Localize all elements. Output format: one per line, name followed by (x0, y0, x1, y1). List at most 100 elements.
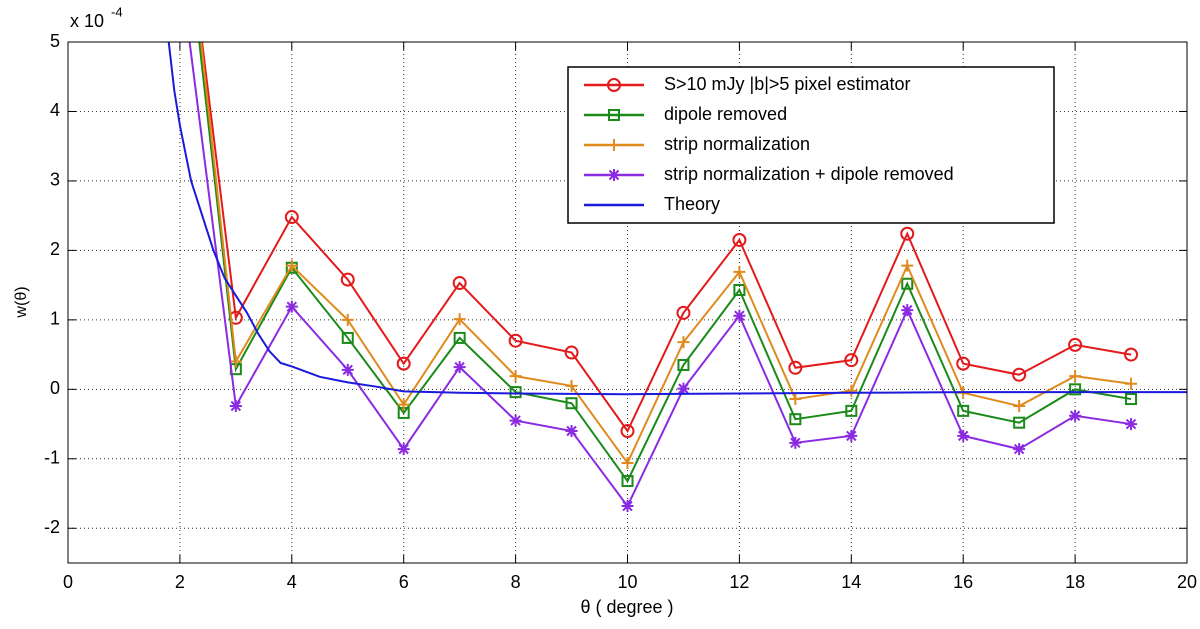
marker (396, 356, 411, 371)
x-tick-label: 0 (63, 572, 73, 592)
marker (677, 382, 690, 395)
marker (453, 361, 466, 374)
marker (229, 355, 242, 368)
y-tick-label: 0 (50, 378, 60, 398)
x-tick-label: 14 (841, 572, 861, 592)
marker (1013, 443, 1026, 456)
marker (453, 331, 466, 344)
marker (732, 232, 747, 247)
marker (341, 331, 354, 344)
y-axis-label: w(θ) (13, 286, 30, 318)
scale-label: x 10 (70, 11, 104, 31)
x-tick-label: 2 (175, 572, 185, 592)
marker (341, 313, 354, 326)
marker (901, 259, 914, 272)
marker (789, 413, 802, 426)
legend-box (567, 66, 1055, 224)
marker (677, 336, 690, 349)
y-tick-label: 2 (50, 239, 60, 259)
marker (1125, 377, 1138, 390)
marker (607, 78, 621, 92)
marker (789, 436, 802, 449)
x-tick-label: 16 (953, 572, 973, 592)
marker (284, 210, 299, 225)
marker (901, 277, 914, 290)
marker (677, 359, 690, 372)
marker (1068, 337, 1083, 352)
marker (1124, 347, 1139, 362)
marker (789, 393, 802, 406)
series-line (167, 42, 1187, 396)
legend-label: Theory (664, 194, 720, 214)
y-tick-label: -2 (44, 517, 60, 537)
marker (341, 363, 354, 376)
legend-label: S>10 mJy |b|>5 pixel estimator (664, 74, 910, 94)
marker (845, 429, 858, 442)
marker (340, 272, 355, 287)
x-tick-label: 6 (399, 572, 409, 592)
series-line (200, 42, 1132, 465)
series-line (188, 42, 1132, 508)
marker (509, 414, 522, 427)
marker (1013, 416, 1026, 429)
scale-exponent: -4 (111, 4, 123, 19)
marker (1069, 383, 1082, 396)
marker (620, 424, 635, 439)
marker (565, 425, 578, 438)
marker (844, 353, 859, 368)
y-tick-label: 3 (50, 170, 60, 190)
marker (285, 300, 298, 313)
x-tick-label: 10 (617, 572, 637, 592)
x-tick-label: 4 (287, 572, 297, 592)
y-tick-label: -1 (44, 448, 60, 468)
marker (733, 265, 746, 278)
x-tick-label: 20 (1177, 572, 1197, 592)
marker (845, 404, 858, 417)
marker (957, 429, 970, 442)
marker (733, 283, 746, 296)
marker (565, 397, 578, 410)
legend: S>10 mJy |b|>5 pixel estimator dipole rem… (567, 66, 1055, 224)
marker (229, 400, 242, 413)
marker (1012, 367, 1027, 382)
marker (1069, 370, 1082, 383)
legend-label: strip normalization + dipole removed (664, 164, 954, 184)
legend-label: dipole removed (664, 104, 787, 124)
y-tick-label: 4 (50, 100, 60, 120)
marker (285, 259, 298, 272)
marker (957, 404, 970, 417)
x-axis-label: θ ( degree ) (580, 597, 673, 617)
x-tick-label: 18 (1065, 572, 1085, 592)
marker (621, 500, 634, 513)
marker (621, 456, 634, 469)
marker (1125, 418, 1138, 431)
marker (676, 305, 691, 320)
marker (608, 109, 620, 121)
marker (565, 379, 578, 392)
marker (608, 169, 620, 181)
marker (608, 139, 620, 151)
marker (621, 475, 634, 488)
marker (901, 304, 914, 317)
marker (397, 398, 410, 411)
x-tick-label: 8 (511, 572, 521, 592)
marker (788, 360, 803, 375)
series-line (201, 42, 1132, 433)
marker (900, 226, 915, 241)
marker (509, 386, 522, 399)
y-tick-label: 1 (50, 309, 60, 329)
marker (397, 443, 410, 456)
series-line (198, 42, 1132, 483)
marker (1125, 393, 1138, 406)
marker (452, 276, 467, 291)
marker (564, 345, 579, 360)
plot-frame (67, 41, 1188, 564)
x-tick-label: 12 (729, 572, 749, 592)
marker (956, 356, 971, 371)
marker (453, 313, 466, 326)
marker (733, 309, 746, 322)
marker (1069, 409, 1082, 422)
y-tick-label: 5 (50, 31, 60, 51)
